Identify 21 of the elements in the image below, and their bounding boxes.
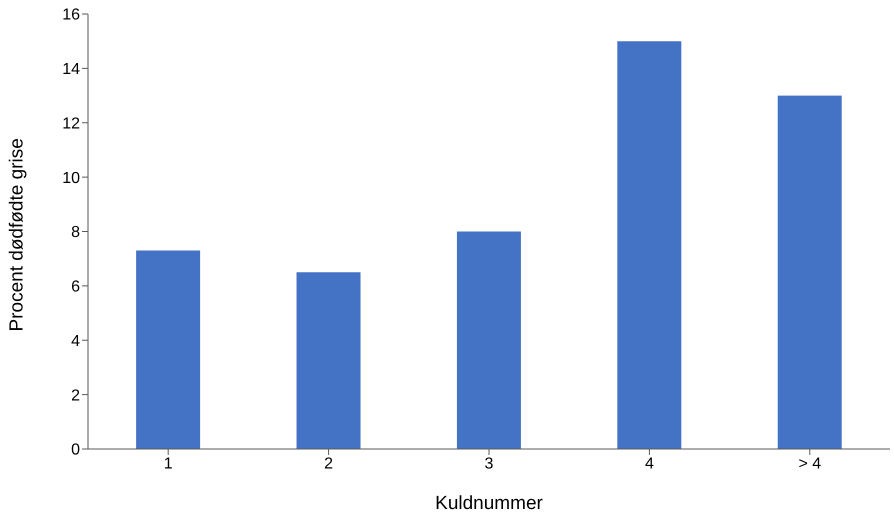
x-tick-label: 2 xyxy=(324,455,334,472)
y-tick-label: 4 xyxy=(71,332,80,350)
y-tick-label: 2 xyxy=(71,387,80,404)
x-tick-label: 4 xyxy=(644,455,654,472)
bar xyxy=(617,41,682,449)
bar xyxy=(136,250,200,449)
y-tick-label: 10 xyxy=(62,170,80,187)
bar xyxy=(778,96,842,449)
y-tick-label: 0 xyxy=(71,442,80,459)
y-axis-title: Procent dødfødte grise xyxy=(6,138,28,332)
x-tick-label: 1 xyxy=(164,455,173,472)
bar xyxy=(456,232,521,449)
y-tick-label: 8 xyxy=(71,224,80,242)
y-tick-label: 12 xyxy=(62,115,80,132)
y-tick-label: 6 xyxy=(71,278,80,296)
x-axis-title: Kuldnummer xyxy=(435,493,544,514)
y-tick-label: 16 xyxy=(62,6,80,24)
bar xyxy=(296,272,361,449)
x-tick-label: > 4 xyxy=(798,455,822,472)
y-tick-label: 14 xyxy=(62,61,80,78)
x-tick-label: 3 xyxy=(484,455,494,472)
